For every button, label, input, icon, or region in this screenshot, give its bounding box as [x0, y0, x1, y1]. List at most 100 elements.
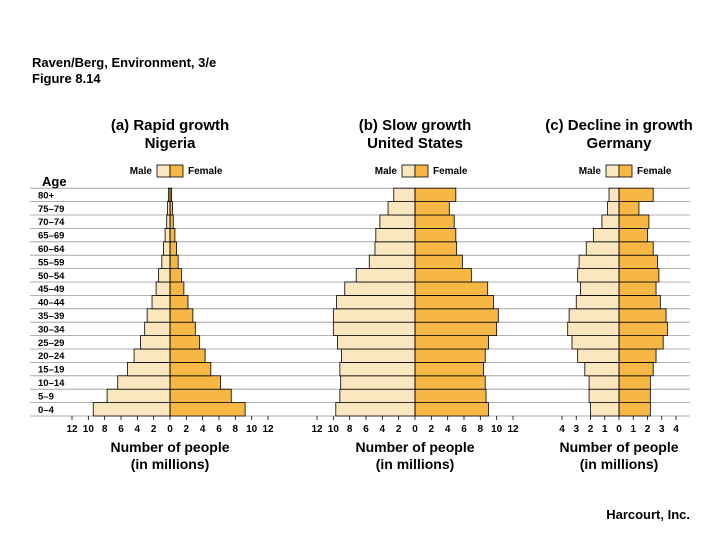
age-label: 65–69: [38, 231, 64, 242]
x-tick-label: 1: [630, 424, 636, 435]
female-bar: [618, 388, 651, 404]
female-bar: [618, 241, 654, 256]
female-bar: [618, 281, 657, 296]
x-tick-label: 2: [588, 424, 594, 435]
x-tick-label: 8: [233, 424, 239, 435]
x-tick-label: 12: [262, 424, 274, 435]
male-bar: [355, 268, 416, 283]
male-bar: [336, 294, 416, 310]
x-axis-label: Number of people: [355, 439, 474, 455]
x-tick-label: 10: [83, 424, 95, 435]
male-bar: [585, 241, 620, 256]
x-tick-label: 4: [445, 424, 451, 435]
male-bar: [577, 268, 620, 283]
legend-female-label: Female: [188, 166, 223, 177]
age-label: 10–14: [38, 378, 65, 389]
male-bar: [379, 214, 416, 229]
x-tick-label: 6: [461, 424, 467, 435]
x-tick-label: 4: [559, 424, 565, 435]
male-bar: [117, 375, 171, 390]
female-bar: [414, 361, 484, 377]
female-bar: [618, 227, 648, 243]
x-tick-label: 6: [216, 424, 222, 435]
legend-female-swatch: [618, 164, 633, 178]
legend-male-label: Male: [130, 166, 153, 177]
x-tick-label: 8: [347, 424, 353, 435]
male-bar: [387, 201, 416, 216]
male-bar: [164, 227, 171, 243]
male-bar: [577, 348, 620, 363]
female-bar: [618, 348, 657, 363]
male-bar: [158, 268, 171, 283]
x-tick-label: 2: [184, 424, 190, 435]
x-tick-label: 0: [616, 424, 622, 435]
male-bar: [144, 321, 171, 337]
panel-subtitle: Germany: [586, 135, 652, 152]
age-label: 60–64: [38, 244, 65, 255]
age-label: 20–24: [38, 351, 65, 362]
male-bar: [140, 335, 171, 350]
x-tick-label: 4: [380, 424, 386, 435]
x-tick-label: 3: [659, 424, 665, 435]
female-bar: [169, 321, 196, 337]
female-bar: [414, 321, 498, 337]
male-bar: [151, 294, 171, 310]
female-bar: [618, 268, 660, 283]
female-bar: [169, 335, 200, 350]
header-source: Raven/Berg, Environment, 3/e: [32, 55, 217, 70]
female-bar: [414, 241, 458, 256]
female-bar: [169, 388, 232, 404]
legend-male-label: Male: [375, 166, 398, 177]
age-label: 50–54: [38, 271, 65, 282]
male-bar: [607, 201, 620, 216]
legend-male-swatch: [605, 164, 620, 178]
female-bar: [169, 361, 212, 377]
male-bar: [339, 388, 416, 404]
x-tick-label: 10: [246, 424, 258, 435]
x-tick-label: 12: [66, 424, 78, 435]
x-tick-label: 3: [573, 424, 579, 435]
x-tick-label: 0: [167, 424, 173, 435]
female-bar: [414, 375, 486, 390]
male-bar: [161, 254, 171, 269]
x-axis-label-units: (in millions): [580, 456, 659, 472]
panel-subtitle: United States: [367, 135, 463, 152]
x-axis-label-units: (in millions): [376, 456, 455, 472]
publisher-credit: Harcourt, Inc.: [606, 507, 690, 522]
legend-male-swatch: [156, 164, 171, 178]
age-label: 35–39: [38, 311, 64, 322]
male-bar: [341, 348, 416, 363]
female-bar: [414, 254, 463, 269]
female-bar: [414, 402, 489, 417]
female-bar: [414, 335, 489, 350]
male-bar: [588, 375, 620, 390]
female-bar: [169, 294, 189, 310]
male-bar: [332, 308, 416, 323]
legend-female-label: Female: [637, 166, 672, 177]
female-bar: [414, 201, 450, 216]
x-tick-label: 12: [507, 424, 519, 435]
male-bar: [335, 402, 416, 417]
age-label: 0–4: [38, 405, 55, 416]
age-label: 45–49: [38, 284, 64, 295]
male-bar: [92, 402, 171, 417]
x-tick-label: 4: [673, 424, 679, 435]
male-bar: [567, 321, 620, 337]
female-bar: [169, 402, 246, 417]
female-bar: [414, 214, 455, 229]
x-tick-label: 2: [645, 424, 651, 435]
age-label: 30–34: [38, 324, 65, 335]
x-tick-label: 6: [363, 424, 369, 435]
x-axis-label: Number of people: [110, 439, 229, 455]
female-bar: [414, 388, 487, 404]
x-tick-label: 8: [478, 424, 484, 435]
male-bar: [568, 308, 620, 323]
female-bar: [169, 227, 176, 243]
header-figure-number: Figure 8.14: [32, 71, 101, 86]
male-bar: [155, 281, 171, 296]
male-bar: [590, 402, 620, 417]
panel-subtitle: Nigeria: [145, 135, 197, 152]
legend-male-swatch: [401, 164, 416, 178]
x-tick-label: 4: [135, 424, 141, 435]
x-tick-label: 12: [311, 424, 323, 435]
